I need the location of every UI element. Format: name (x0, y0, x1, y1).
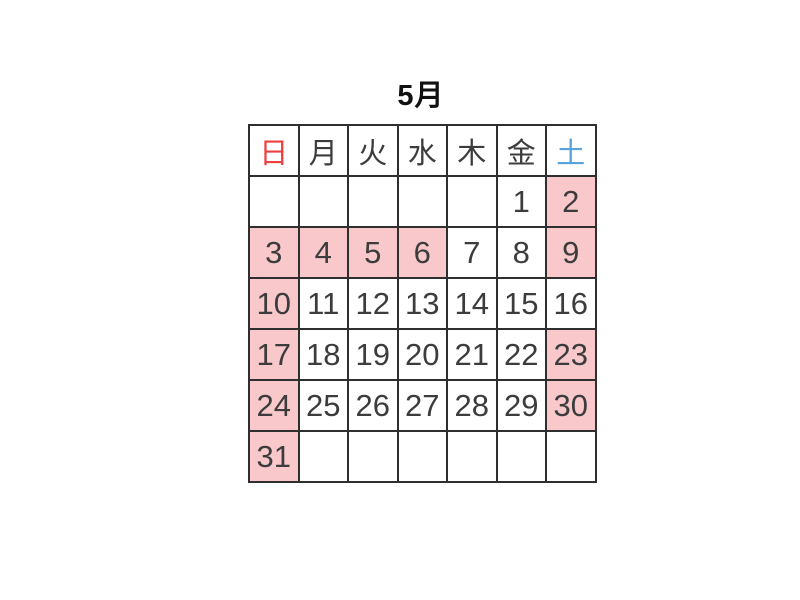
day-cell-27: 27 (396, 379, 448, 432)
weekday-header-sun: 日 (248, 124, 300, 177)
day-cell-16: 16 (545, 277, 597, 330)
week-row-3: 10 11 12 13 14 15 16 (248, 277, 597, 330)
day-cell-5: 5 (347, 226, 399, 279)
day-cell-8: 8 (495, 226, 547, 279)
day-cell-13: 13 (396, 277, 448, 330)
day-cell-11: 11 (297, 277, 349, 330)
empty-day-cell (446, 175, 498, 228)
day-cell-20: 20 (396, 328, 448, 381)
empty-day-cell (495, 430, 547, 483)
day-cell-31: 31 (248, 430, 300, 483)
day-cell-28: 28 (446, 379, 498, 432)
day-cell-14: 14 (446, 277, 498, 330)
day-cell-25: 25 (297, 379, 349, 432)
day-cell-10: 10 (248, 277, 300, 330)
empty-day-cell (396, 430, 448, 483)
calendar-month-title: 5月 (397, 80, 445, 112)
day-cell-29: 29 (495, 379, 547, 432)
day-cell-18: 18 (297, 328, 349, 381)
day-cell-19: 19 (347, 328, 399, 381)
day-cell-24: 24 (248, 379, 300, 432)
weekday-header-sat: 土 (545, 124, 597, 177)
calendar-graphic: 5月 日月火水木金土 1 2 3 4 5 6 7 8 9 10 11 12 13 14 15 16 17 18 19… (248, 80, 597, 483)
empty-day-cell (248, 175, 300, 228)
week-row-5: 24 25 26 27 28 29 30 (248, 379, 597, 432)
empty-day-cell (297, 430, 349, 483)
weekday-header-row: 日月火水木金土 (248, 124, 597, 177)
day-cell-30: 30 (545, 379, 597, 432)
day-cell-15: 15 (495, 277, 547, 330)
weekday-header-thu: 木 (446, 124, 498, 177)
empty-day-cell (347, 430, 399, 483)
day-cell-4: 4 (297, 226, 349, 279)
day-cell-21: 21 (446, 328, 498, 381)
empty-day-cell (297, 175, 349, 228)
weekday-header-tue: 火 (347, 124, 399, 177)
calendar-table: 日月火水木金土 1 2 3 4 5 6 7 8 9 10 11 12 13 14 15 16 17 18 19 20 2… (248, 124, 597, 483)
day-cell-9: 9 (545, 226, 597, 279)
day-cell-12: 12 (347, 277, 399, 330)
week-row-4: 17 18 19 20 21 22 23 (248, 328, 597, 381)
empty-day-cell (396, 175, 448, 228)
weekday-header-fri: 金 (495, 124, 547, 177)
weekday-header-mon: 月 (297, 124, 349, 177)
day-cell-22: 22 (495, 328, 547, 381)
empty-day-cell (347, 175, 399, 228)
day-cell-7: 7 (446, 226, 498, 279)
weekday-header-wed: 水 (396, 124, 448, 177)
day-cell-17: 17 (248, 328, 300, 381)
day-cell-26: 26 (347, 379, 399, 432)
day-cell-3: 3 (248, 226, 300, 279)
empty-day-cell (446, 430, 498, 483)
empty-day-cell (545, 430, 597, 483)
day-cell-2: 2 (545, 175, 597, 228)
day-cell-1: 1 (495, 175, 547, 228)
week-row-6: 31 (248, 430, 597, 483)
day-cell-23: 23 (545, 328, 597, 381)
day-cell-6: 6 (396, 226, 448, 279)
